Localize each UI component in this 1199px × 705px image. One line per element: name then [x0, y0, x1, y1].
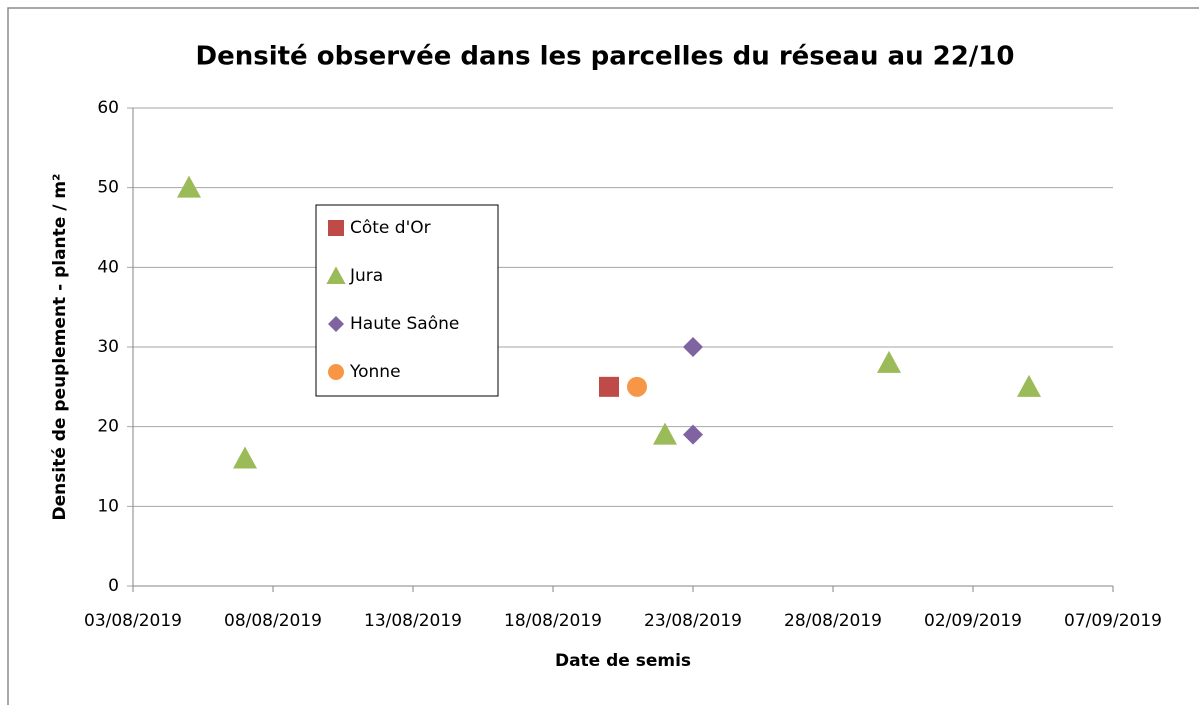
marker [233, 446, 257, 469]
marker [683, 337, 703, 357]
x-tick-label: 08/08/2019 [224, 611, 322, 631]
y-tick-label: 40 [97, 257, 119, 277]
x-tick-label: 03/08/2019 [84, 611, 182, 631]
marker [877, 350, 901, 373]
marker [599, 376, 619, 397]
marker [1017, 374, 1041, 397]
marker [683, 424, 703, 445]
x-tick-label: 13/08/2019 [364, 611, 462, 631]
marker [328, 364, 344, 380]
marker [627, 376, 647, 397]
chart-frame [7, 7, 1199, 705]
legend-label: Jura [349, 266, 383, 286]
y-tick-label: 0 [108, 576, 119, 596]
y-tick-label: 50 [97, 178, 119, 198]
x-tick-label: 18/08/2019 [504, 611, 602, 631]
x-tick-label: 07/09/2019 [1064, 611, 1162, 631]
y-axis-label: Densité de peuplement - plante / m² [50, 173, 70, 520]
x-tick-label: 28/08/2019 [784, 611, 882, 631]
legend-label: Yonne [349, 362, 401, 382]
legend-box [315, 204, 499, 397]
marker [177, 175, 201, 198]
y-tick-label: 30 [97, 337, 119, 357]
x-axis-label: Date de semis [555, 651, 691, 671]
x-tick-label: 02/09/2019 [924, 611, 1022, 631]
marker [326, 266, 346, 284]
chart-title: Densité observée dans les parcelles du r… [196, 42, 1015, 72]
marker [328, 316, 344, 332]
marker [653, 422, 677, 445]
x-tick-label: 23/08/2019 [644, 611, 742, 631]
marker [328, 220, 344, 236]
legend-label: Côte d'Or [350, 218, 431, 238]
y-tick-label: 20 [97, 417, 119, 437]
y-tick-label: 10 [97, 496, 119, 516]
y-tick-label: 60 [97, 98, 119, 118]
legend-label: Haute Saône [350, 314, 459, 334]
